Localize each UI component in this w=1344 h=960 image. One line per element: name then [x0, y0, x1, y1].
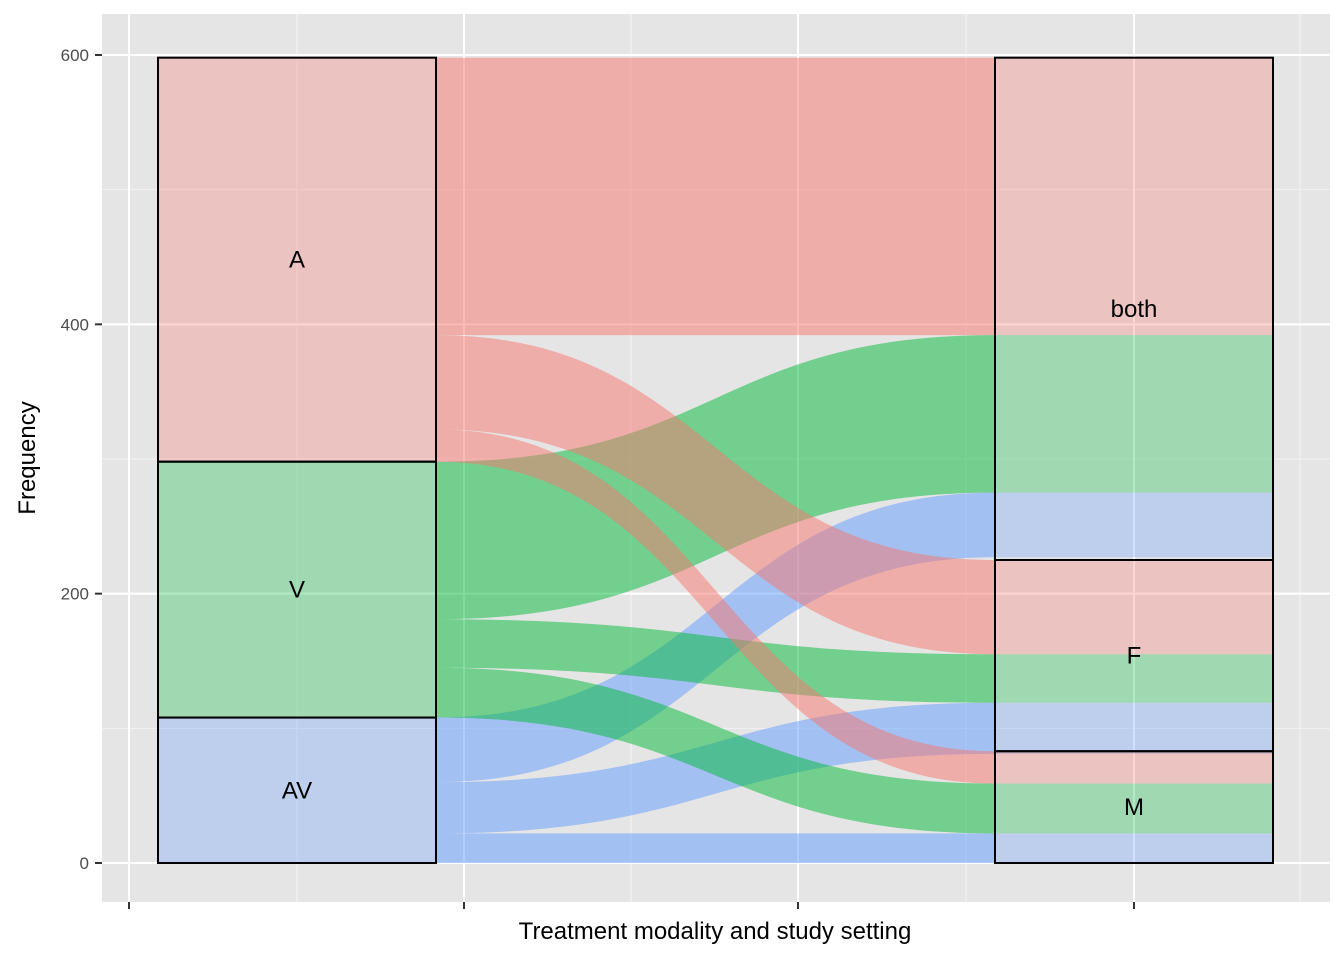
y-tick-label: 0 [80, 854, 89, 873]
stratum-label-f: F [1127, 643, 1142, 670]
stratum-label-v: V [289, 577, 305, 604]
stratum-band-both-a [995, 57, 1273, 336]
stratum-band-f-v [995, 654, 1273, 703]
stratum-label-m: M [1124, 794, 1144, 821]
stratum-band-m-v [995, 783, 1273, 834]
flow-a-to-both [436, 57, 995, 336]
y-tick-label: 400 [61, 315, 89, 334]
y-tick-label: 200 [61, 585, 89, 604]
y-tick-label: 600 [61, 46, 89, 65]
stratum-m [994, 750, 1274, 865]
stratum-band-f-a [995, 560, 1273, 655]
axes: 0 200 400 600 [61, 46, 1135, 909]
stratum-label-a: A [289, 247, 305, 274]
y-axis-title: Frequency [14, 401, 41, 514]
stratum-av [157, 716, 437, 864]
stratum-v [157, 460, 437, 719]
stratum-band-m-a [995, 751, 1273, 784]
stratum-a [157, 56, 437, 463]
flows [436, 57, 995, 863]
x-axis-title: Treatment modality and study setting [519, 918, 912, 945]
stratum-label-av: AV [282, 777, 312, 804]
stratum-band-both-v [995, 335, 1273, 493]
flow-v-to-m [436, 667, 995, 834]
stratum-band-both-av [995, 492, 1273, 558]
flow-av-to-m [436, 833, 995, 863]
stratum-band-f-av [995, 702, 1273, 754]
flow-a-to-f [436, 335, 995, 655]
stratum-label-both: both [1111, 296, 1158, 323]
flow-a-to-m [436, 429, 995, 784]
stratum-band-m-av [995, 833, 1273, 863]
flow-v-to-f [436, 619, 995, 703]
